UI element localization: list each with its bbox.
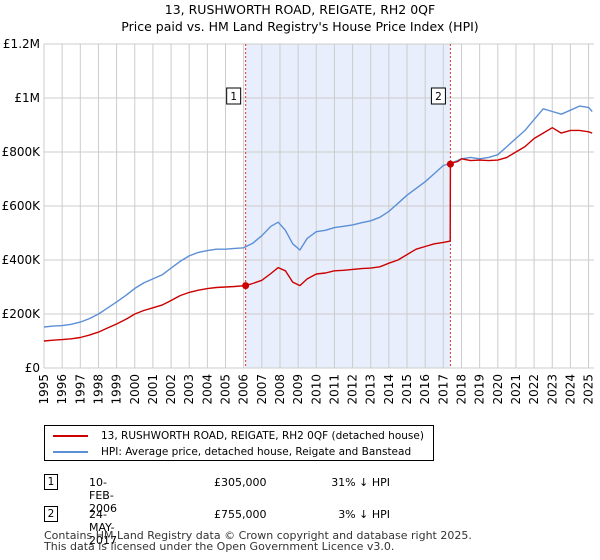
y-tick-label: £1.2M <box>3 37 40 51</box>
x-tick-label: 1995 <box>37 374 51 405</box>
x-tick-label: 2004 <box>200 374 214 405</box>
x-tick-label: 2021 <box>509 374 523 405</box>
x-tick-label: 2010 <box>309 374 323 405</box>
x-tick-label: 2019 <box>473 374 487 405</box>
x-tick-label: 2000 <box>128 374 142 405</box>
x-tick-label: 1997 <box>73 374 87 405</box>
x-tick-label: 2005 <box>219 374 233 405</box>
transaction-date: 24-MAY-2017 <box>89 508 117 547</box>
plot-area: 1 2 £0 £200K £400K £600K £800K £1M £1.2M 1995 1996… <box>2 37 596 405</box>
x-tick-label: 2012 <box>346 374 360 405</box>
legend-swatch-hpi <box>53 451 88 453</box>
footer-line-1: Contains HM Land Registry data © Crown c… <box>44 529 472 542</box>
transaction-hpi-diff: 31% ↓ HPI <box>331 476 390 489</box>
transaction-number: 1 <box>44 474 58 490</box>
transaction-number: 2 <box>44 506 58 522</box>
x-tick-label: 2002 <box>164 374 178 405</box>
property-price-line <box>43 126 593 342</box>
y-tick-label: £400K <box>2 253 42 267</box>
x-tick-label: 2016 <box>418 374 432 405</box>
sale-marker-label: 1 <box>230 91 237 103</box>
x-tick-label: 2007 <box>255 374 269 405</box>
x-tick-label: 2020 <box>491 374 505 405</box>
x-tick-label: 1996 <box>55 374 69 405</box>
sale-marker-label: 2 <box>435 91 442 103</box>
sale-marker-box <box>226 87 242 105</box>
x-tick-label: 2014 <box>382 374 396 405</box>
y-tick-label: £600K <box>2 199 42 213</box>
x-tick-label: 2009 <box>291 374 305 405</box>
x-tick-label: 1998 <box>91 374 105 405</box>
x-tick-label: 1999 <box>110 374 124 405</box>
legend-entry-property: 13, RUSHWORTH ROAD, REIGATE, RH2 0QF (de… <box>53 428 424 444</box>
transaction-date: 10-FEB-2006 <box>89 476 117 515</box>
y-tick-label: £200K <box>2 307 42 321</box>
y-tick-label: £0 <box>25 361 40 375</box>
y-tick-label: £800K <box>2 145 42 159</box>
sale-point <box>446 160 454 168</box>
x-tick-label: 2003 <box>182 374 196 405</box>
x-tick-label: 2022 <box>527 374 541 405</box>
legend: 13, RUSHWORTH ROAD, REIGATE, RH2 0QF (de… <box>44 425 434 461</box>
x-tick-label: 2018 <box>454 374 468 405</box>
y-tick-label: £1M <box>14 91 40 105</box>
transaction-price: £305,000 <box>214 476 267 489</box>
price-chart: 13, RUSHWORTH ROAD, REIGATE, RH2 0QF Pri… <box>2 2 596 405</box>
chart-title-line1: 13, RUSHWORTH ROAD, REIGATE, RH2 0QF <box>165 2 435 17</box>
x-tick-label: 2008 <box>273 374 287 405</box>
x-tick-label: 2025 <box>582 374 596 405</box>
x-tick-label: 2013 <box>364 374 378 405</box>
sale-point <box>242 282 250 290</box>
legend-entry-hpi: HPI: Average price, detached house, Reig… <box>53 444 411 460</box>
x-tick-label: 2023 <box>545 374 559 405</box>
x-tick-label: 2017 <box>436 374 450 405</box>
x-tick-label: 2024 <box>563 374 577 405</box>
legend-swatch-property <box>53 435 88 437</box>
sale-marker-box <box>430 87 446 105</box>
x-tick-label: 2015 <box>400 374 414 405</box>
legend-label-property: 13, RUSHWORTH ROAD, REIGATE, RH2 0QF (de… <box>101 430 424 442</box>
legend-label-hpi: HPI: Average price, detached house, Reig… <box>101 446 412 458</box>
x-tick-label: 2006 <box>237 374 251 405</box>
transaction-hpi-diff: 3% ↓ HPI <box>338 508 390 521</box>
footer: Contains HM Land Registry data © Crown c… <box>44 530 472 552</box>
x-tick-label: 2011 <box>327 374 341 405</box>
chart-title-line2: Price paid vs. HM Land Registry's House … <box>121 19 478 34</box>
footer-line-2: This data is licensed under the Open Gov… <box>44 540 395 553</box>
x-tick-label: 2001 <box>146 374 160 405</box>
transaction-price: £755,000 <box>214 508 267 521</box>
hpi-line <box>43 105 593 328</box>
